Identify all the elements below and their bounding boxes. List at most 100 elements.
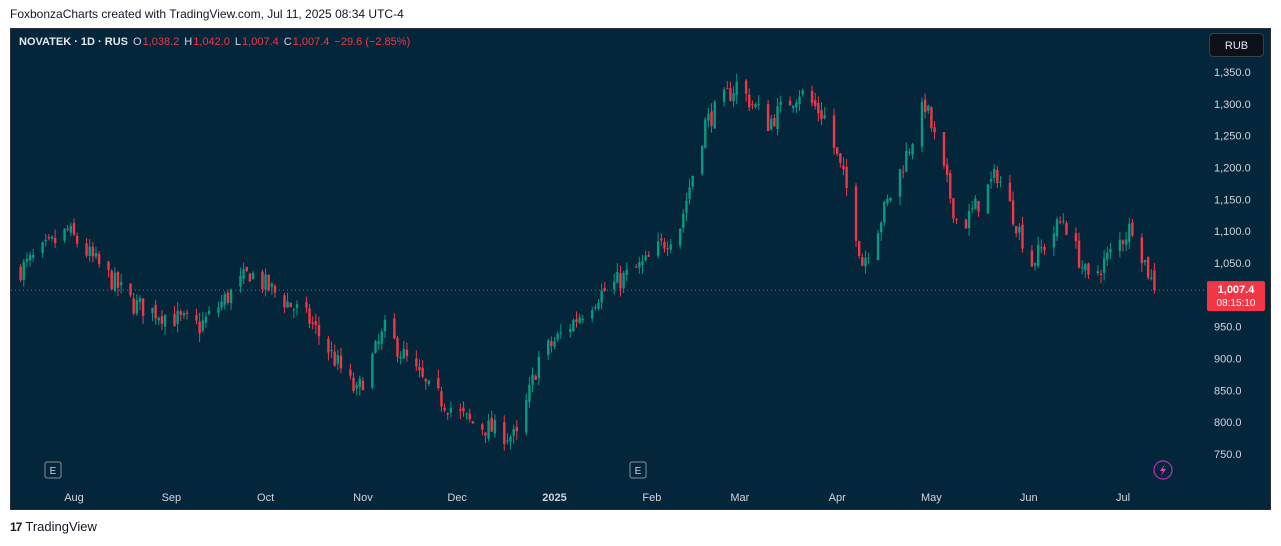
chart-panel[interactable]: Aug Sep Oct Nov Dec 2025 Feb Mar Apr May Jun Jul 750… (10, 28, 1271, 510)
candle (729, 88, 732, 101)
earnings-marker-label: E (50, 466, 57, 477)
candle (399, 356, 402, 359)
candle (1043, 246, 1046, 251)
x-tick-label: Nov (353, 492, 373, 504)
candle (465, 413, 468, 415)
candle (1143, 260, 1147, 263)
candle (996, 169, 999, 184)
y-tick-label: 1,300.0 (1214, 99, 1251, 111)
candle (905, 150, 908, 172)
candle (732, 93, 735, 102)
candle (923, 99, 927, 112)
candle (314, 321, 318, 326)
candle (1084, 264, 1087, 271)
tradingview-brand: TradingView (25, 519, 97, 534)
candle (437, 378, 440, 389)
candle (443, 407, 446, 411)
candle (660, 238, 663, 241)
candle (1099, 273, 1103, 275)
candle (669, 244, 672, 250)
candle (999, 181, 1002, 183)
candle (911, 144, 914, 155)
candle (484, 432, 487, 436)
candle (355, 384, 358, 389)
candle (53, 237, 57, 243)
candle (512, 429, 515, 436)
last-price-tag (1207, 281, 1265, 312)
candle (493, 419, 497, 434)
candle (204, 316, 208, 323)
candle (396, 337, 399, 357)
x-tick-label: Mar (730, 492, 749, 504)
candle (44, 239, 47, 242)
candle (481, 424, 484, 430)
candle (1096, 271, 1100, 274)
candle (971, 208, 974, 210)
candle (248, 273, 252, 282)
tradingview-logo[interactable]: 17 TradingView (10, 519, 97, 534)
candle (487, 420, 490, 439)
currency-button[interactable]: RUB (1209, 33, 1264, 57)
candle (550, 341, 553, 346)
candle (371, 353, 374, 388)
candle (820, 110, 823, 120)
candle (336, 355, 340, 364)
candle (572, 320, 575, 332)
candle (754, 104, 757, 108)
candle (823, 115, 826, 119)
symbol-title[interactable]: NOVATEK · 1D · RUS (19, 36, 128, 48)
candle (160, 316, 164, 324)
candle (842, 165, 845, 170)
candle (1021, 224, 1024, 249)
lightning-icon[interactable] (1153, 460, 1173, 480)
y-tick-label: 900.0 (1214, 354, 1242, 366)
candle (135, 300, 139, 314)
candle (72, 223, 76, 235)
candle (509, 436, 512, 442)
candle (751, 104, 754, 106)
candle (339, 355, 343, 369)
candle (1015, 226, 1018, 234)
candle (267, 274, 270, 290)
candle (613, 281, 616, 290)
candle (176, 310, 179, 324)
tradingview-logo-mark: 17 (10, 519, 22, 534)
y-tick-label: 1,200.0 (1214, 163, 1251, 175)
candle (25, 258, 29, 262)
candle (503, 422, 506, 444)
candle (163, 315, 167, 327)
candle (634, 266, 638, 268)
candle (154, 304, 157, 319)
price-chart[interactable]: Aug Sep Oct Nov Dec 2025 Feb Mar Apr May Jun Jul 750… (11, 29, 1271, 510)
chart-credit: FoxbonzaCharts created with TradingView.… (10, 7, 404, 21)
candle (534, 376, 537, 380)
candle (710, 111, 713, 126)
y-tick-label: 800.0 (1214, 417, 1242, 429)
earnings-marker[interactable] (44, 461, 62, 479)
high-label: H (184, 36, 193, 48)
candle (119, 282, 123, 286)
candle (788, 100, 792, 106)
candle (575, 319, 578, 322)
candle (879, 222, 883, 233)
earnings-marker[interactable] (629, 461, 647, 479)
candle (920, 102, 924, 147)
candle (141, 298, 145, 316)
candle (1030, 250, 1034, 267)
candle (867, 257, 870, 259)
candle (113, 272, 117, 291)
candle (270, 283, 274, 287)
candle (273, 285, 277, 293)
candle (377, 341, 380, 345)
candle (107, 261, 110, 271)
candle (327, 338, 330, 353)
candle (597, 303, 600, 309)
ohlc-legend: NOVATEK · 1D · RUS O 1,038.2 H 1,042.0 L… (19, 36, 410, 48)
candle (138, 298, 142, 302)
candle (700, 145, 704, 174)
candle (1018, 226, 1021, 233)
candle (556, 333, 559, 340)
open-value: 1,038.2 (142, 36, 180, 48)
candle (1102, 258, 1106, 273)
candle (220, 301, 223, 308)
